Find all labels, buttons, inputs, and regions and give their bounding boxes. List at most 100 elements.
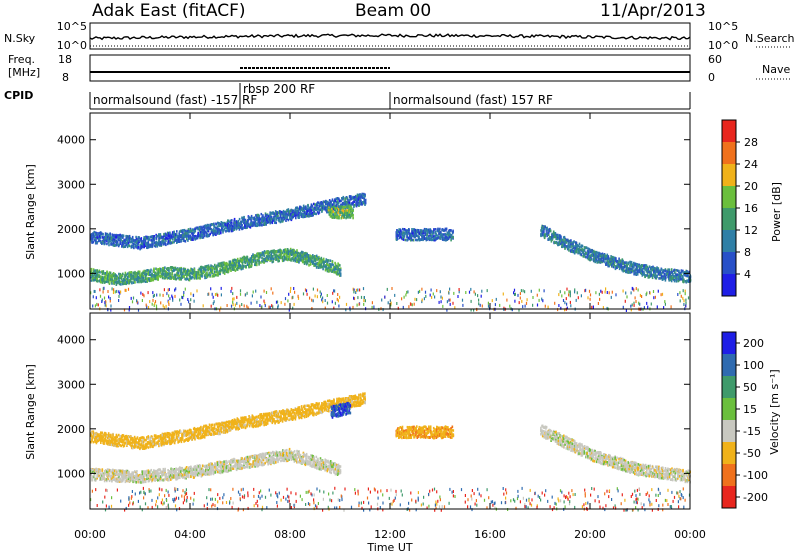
power-echo — [313, 257, 316, 261]
power-echo — [145, 236, 147, 240]
power-echo — [120, 238, 122, 242]
power-echo — [135, 275, 138, 279]
power-echo — [630, 270, 633, 274]
power-echo — [176, 230, 178, 233]
power-echo — [604, 254, 607, 258]
power-echo — [220, 229, 222, 232]
power-echo — [99, 271, 101, 274]
power-echo — [679, 277, 682, 281]
power-echo — [684, 272, 687, 276]
nave-tick-bottom: 0 — [708, 71, 715, 84]
power-echo — [215, 273, 217, 277]
power-echo — [275, 216, 277, 220]
power-echo — [230, 304, 233, 308]
power-echo — [328, 199, 331, 202]
power-echo — [314, 203, 317, 206]
power-echo — [317, 263, 320, 267]
power-echo — [593, 251, 596, 255]
power-echo — [143, 269, 146, 273]
power-echo — [414, 233, 417, 236]
power-echo — [134, 281, 136, 284]
power-echo — [162, 272, 165, 276]
power-echo — [678, 274, 681, 278]
power-echo — [303, 256, 306, 259]
power-echo — [219, 264, 222, 267]
power-echo — [261, 256, 263, 260]
power-echo — [583, 248, 586, 252]
power-echo — [646, 265, 649, 269]
power-echo — [285, 219, 287, 222]
power-echo — [236, 259, 239, 263]
power-echo — [255, 214, 257, 217]
power-echo — [357, 195, 360, 199]
power-echo — [141, 271, 143, 275]
power-echo — [165, 239, 167, 243]
power-echo — [206, 271, 208, 274]
power-echo — [204, 265, 207, 268]
power-echo — [208, 227, 210, 230]
power-echo — [178, 230, 181, 233]
power-echo — [556, 242, 558, 245]
power-echo — [319, 204, 322, 207]
power-echo — [125, 236, 128, 240]
power-echo — [316, 210, 319, 214]
power-echo — [191, 271, 194, 274]
power-echo — [292, 213, 295, 216]
power-echo — [312, 287, 314, 291]
power-echo — [251, 262, 253, 265]
power-echo — [397, 237, 399, 240]
power-echo — [239, 265, 242, 268]
power-echo — [299, 254, 302, 257]
power-echo — [124, 275, 127, 278]
power-echo — [210, 229, 213, 232]
power-echo — [254, 219, 257, 223]
power-echo — [626, 295, 628, 299]
power-echo — [637, 263, 640, 267]
power-echo — [339, 211, 342, 214]
power-echo — [99, 278, 102, 281]
power-echo — [145, 272, 148, 276]
power-echo — [358, 197, 360, 201]
power-echo — [199, 277, 201, 280]
power-echo — [232, 259, 235, 262]
power-echo — [643, 273, 645, 276]
power-echo — [118, 272, 120, 276]
power-echo — [586, 253, 589, 257]
power-echo — [246, 304, 248, 308]
power-echo — [200, 230, 202, 234]
power-echo — [589, 258, 591, 262]
power-echo — [211, 229, 214, 233]
power-echo — [348, 201, 351, 205]
power-echo — [227, 222, 230, 225]
power-echo — [220, 306, 222, 310]
power-echo — [230, 269, 232, 272]
power-echo — [522, 289, 524, 293]
power-echo — [439, 227, 441, 231]
power-echo — [125, 277, 127, 281]
power-echo — [238, 228, 241, 231]
power-echo — [105, 232, 107, 236]
power-echo — [407, 230, 409, 234]
power-echo — [299, 259, 302, 262]
power-echo — [575, 250, 578, 254]
power-echo — [167, 276, 170, 280]
power-echo — [330, 200, 332, 204]
power-echo — [283, 248, 286, 252]
power-echo — [196, 236, 199, 240]
power-echo — [318, 258, 321, 262]
power-echo — [103, 279, 106, 283]
power-echo — [322, 300, 324, 304]
power-echo — [310, 256, 312, 260]
power-echo — [314, 212, 316, 215]
power-echo — [233, 226, 236, 230]
power-echo — [310, 209, 313, 212]
power-echo — [558, 304, 560, 307]
power-echo — [173, 269, 176, 272]
power-echo — [133, 246, 135, 250]
power-echo — [108, 271, 111, 274]
power-echo — [276, 250, 279, 253]
power-echo — [339, 272, 342, 275]
power-echo — [283, 251, 286, 254]
power-echo — [323, 200, 325, 204]
power-echo — [668, 272, 670, 276]
